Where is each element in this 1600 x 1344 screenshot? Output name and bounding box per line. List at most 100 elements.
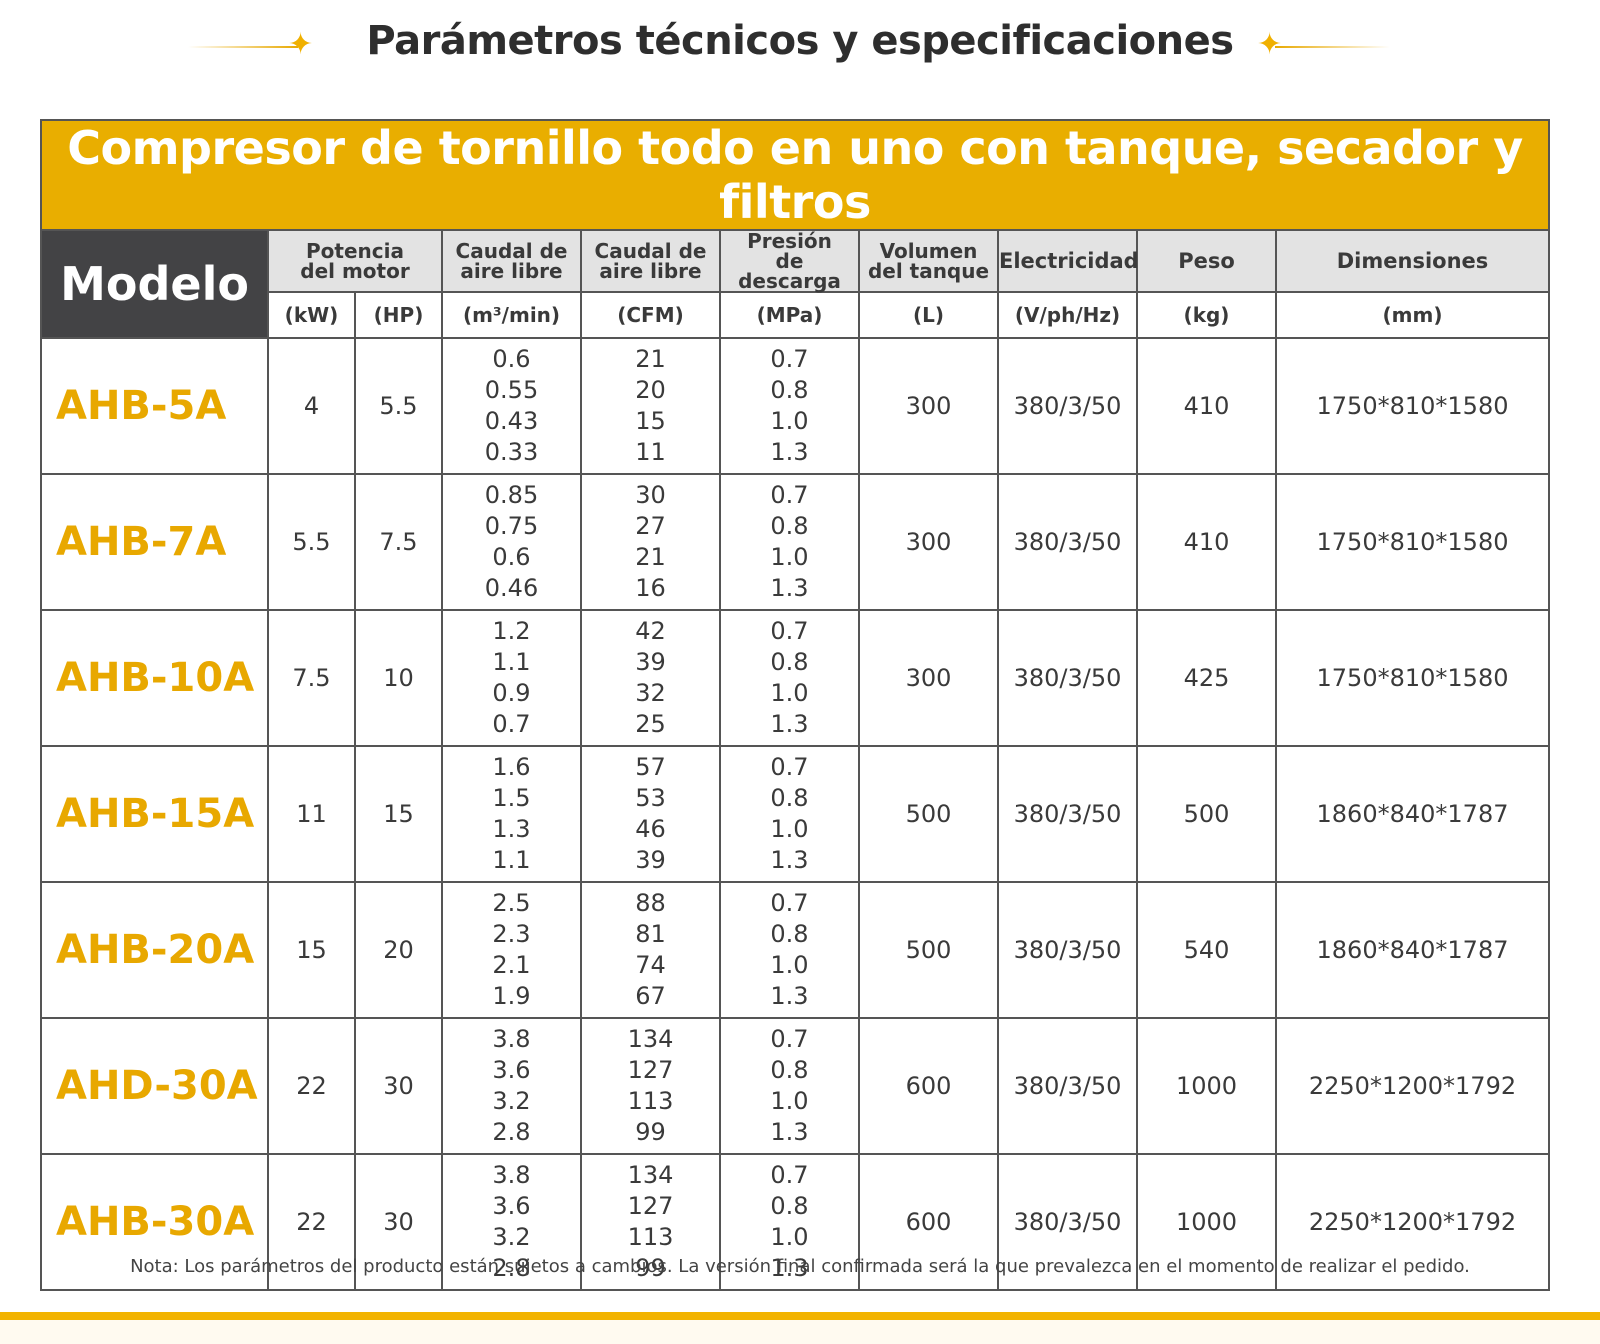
value: 0.43 [484,407,539,435]
value: 3.8 [492,1025,531,1053]
value: 0.8 [770,920,809,948]
value: 1.0 [770,543,809,571]
value: 0.7 [770,1161,809,1189]
dimensions: 2250*1200*1792 [1275,1153,1550,1291]
value: 0.7 [770,617,809,645]
header-line: Volumen [879,239,978,263]
value: 99 [635,1254,666,1282]
model-name: AHB-30A [40,1153,269,1291]
flow-m3-min: 3.8 3.6 3.2 2.8 [441,1017,582,1155]
value: 39 [635,846,666,874]
value: 1.3 [770,438,809,466]
value: 2.8 [492,1118,531,1146]
model-column-header: Modelo [40,229,269,339]
model-name: AHB-15A [40,745,269,883]
tank-volume: 500 [858,745,999,883]
value: 1.1 [492,648,531,676]
value: 0.7 [770,1025,809,1053]
power-hp: 15 [354,745,443,883]
unit-kw: (kW) [267,291,356,339]
dimensions: 2250*1200*1792 [1275,1017,1550,1155]
value: 1.9 [492,982,531,1010]
value: 1.3 [770,1118,809,1146]
table-row: AHB-5A 4 5.5 0.6 0.55 0.43 0.33 21 20 15 11 0.… [40,337,1550,475]
electricity: 380/3/50 [997,1153,1138,1291]
power-hp: 10 [354,609,443,747]
model-name: AHB-10A [40,609,269,747]
power-kw: 22 [267,1017,356,1155]
table-row: AHB-20A 15 20 2.5 2.3 2.1 1.9 88 81 74 67 0.7 0… [40,881,1550,1019]
value: 53 [635,784,666,812]
bottom-background [0,1320,1600,1344]
pressure-mpa: 0.7 0.8 1.0 1.3 [719,473,860,611]
value: 0.7 [492,710,531,738]
value: 3.6 [492,1056,531,1084]
value: 67 [635,982,666,1010]
dimensions: 1860*840*1787 [1275,745,1550,883]
value: 0.6 [492,345,531,373]
table-row: AHD-30A 22 30 3.8 3.6 3.2 2.8 134 127 113 99 0… [40,1017,1550,1155]
page-title: Parámetros técnicos y especificaciones [366,18,1234,64]
table-row: AHB-30A 22 30 3.8 3.6 3.2 2.8 134 127 113 99 0… [40,1153,1550,1291]
unit-mm: (mm) [1275,291,1550,339]
value: 0.6 [492,543,531,571]
electricity: 380/3/50 [997,1017,1138,1155]
value: 0.33 [484,438,539,466]
value: 0.85 [484,481,539,509]
power-hp: 5.5 [354,337,443,475]
weight: 1000 [1136,1153,1277,1291]
value: 1.1 [492,846,531,874]
value: 99 [635,1118,666,1146]
value: 1.3 [770,982,809,1010]
value: 11 [635,438,666,466]
flow-m3-min: 0.6 0.55 0.43 0.33 [441,337,582,475]
electricity: 380/3/50 [997,609,1138,747]
header-line: del motor [300,259,410,283]
value: 2.8 [492,1254,531,1282]
weight: 410 [1136,337,1277,475]
value: 127 [627,1192,674,1220]
value: 81 [635,920,666,948]
value: 134 [627,1161,674,1189]
value: 15 [635,407,666,435]
unit-kg: (kg) [1136,291,1277,339]
model-name: AHB-5A [40,337,269,475]
header-line: Presión [747,229,832,253]
value: 3.2 [492,1223,531,1251]
table-row: AHB-10A 7.5 10 1.2 1.1 0.9 0.7 42 39 32 25 0.7… [40,609,1550,747]
flow-cfm: 57 53 46 39 [580,745,721,883]
power-hp: 30 [354,1153,443,1291]
value: 1.3 [770,846,809,874]
unit-m3-min: (m³/min) [441,291,582,339]
value: 1.0 [770,407,809,435]
value: 3.8 [492,1161,531,1189]
tank-volume: 600 [858,1017,999,1155]
unit-mpa: (MPa) [719,291,860,339]
pressure-mpa: 0.7 0.8 1.0 1.3 [719,745,860,883]
flow-cfm: 88 81 74 67 [580,881,721,1019]
value: 1.3 [770,574,809,602]
tank-volume: 300 [858,609,999,747]
tank-volume: 300 [858,337,999,475]
title-left-line [188,46,298,48]
flow-cfm: 21 20 15 11 [580,337,721,475]
value: 3.6 [492,1192,531,1220]
pressure-mpa: 0.7 0.8 1.0 1.3 [719,337,860,475]
value: 1.3 [770,710,809,738]
dimensions-header: Dimensiones [1275,229,1550,293]
sparkle-star-left-icon: ✦ [288,27,314,62]
power-hp: 30 [354,1017,443,1155]
power-hp: 7.5 [354,473,443,611]
value: 0.7 [770,345,809,373]
table-row: AHB-15A 11 15 1.6 1.5 1.3 1.1 57 53 46 39 0.7 0… [40,745,1550,883]
power-hp: 20 [354,881,443,1019]
unit-cfm: (CFM) [580,291,721,339]
dimensions: 1750*810*1580 [1275,337,1550,475]
value: 39 [635,648,666,676]
value: 113 [627,1087,674,1115]
bottom-accent-bar [0,1312,1600,1320]
value: 0.46 [484,574,539,602]
flow-cfm: 134 127 113 99 [580,1017,721,1155]
flow-cfm: 30 27 21 16 [580,473,721,611]
header-line: Caudal de [455,239,568,263]
